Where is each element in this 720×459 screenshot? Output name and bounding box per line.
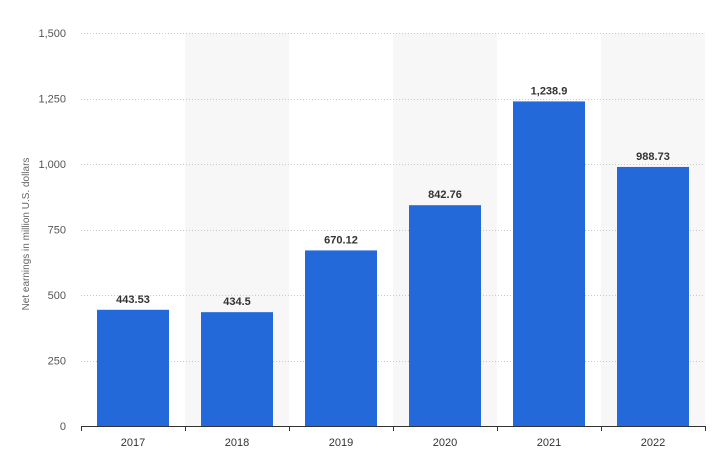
x-tick-label: 2017 [121,437,145,449]
x-axis [81,426,706,431]
x-tick-label: 2022 [641,437,665,449]
data-label: 988.73 [636,151,670,163]
x-tick-label: 2018 [225,437,249,449]
y-tick-label: 1,000 [38,159,66,171]
y-axis-title: Net earnings in million U.S. dollars [21,158,32,311]
x-tick-label: 2020 [433,437,457,449]
data-label: 1,238.9 [531,85,568,97]
data-labels: 443.53 434.5 670.12 842.76 1,238.9 988.73 [116,85,670,308]
x-tick-label: 2021 [537,437,561,449]
data-label: 443.53 [116,294,150,306]
bar-2017[interactable] [97,309,169,426]
y-tick-label: 750 [48,225,66,237]
bar-2020[interactable] [409,205,481,426]
bar-2022[interactable] [617,166,689,426]
gridlines [81,33,705,362]
bar-2018[interactable] [201,312,273,426]
y-tick-label: 250 [48,356,66,368]
x-tick-label: 2019 [329,437,353,449]
data-label: 842.76 [428,189,462,201]
data-label: 434.5 [223,296,251,308]
x-axis-ticks: 2017 2018 2019 2020 2021 2022 [121,437,665,449]
data-label: 670.12 [324,234,358,246]
y-tick-label: 0 [60,421,66,433]
bars [97,101,689,426]
y-tick-label: 500 [48,290,66,302]
y-axis-ticks: 0 250 500 750 1,000 1,250 1,500 [38,28,66,433]
y-tick-label: 1,250 [38,94,66,106]
y-tick-label: 1,500 [38,28,66,40]
bar-2019[interactable] [305,250,377,426]
bar-2021[interactable] [513,101,585,426]
